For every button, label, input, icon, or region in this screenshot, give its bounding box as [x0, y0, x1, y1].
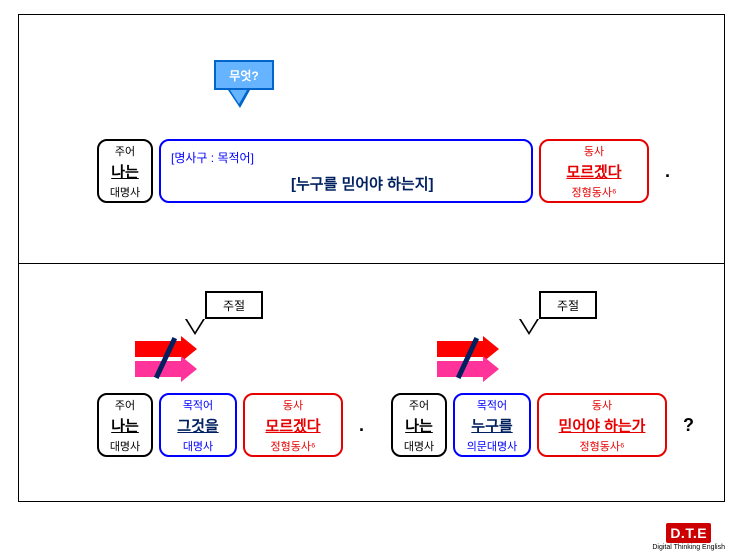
subject-role: 주어 — [403, 397, 435, 413]
verb-main: 모르겠다 — [551, 161, 637, 182]
subject-box: 주어 나는 대명사 — [391, 393, 447, 457]
bubble-clause-1-box: 주절 — [205, 291, 263, 319]
subject-box: 주어 나는 대명사 — [97, 393, 153, 457]
verb-role: 동사 — [549, 397, 655, 413]
verb-box: 동사 모르겠다 정형동사⁶ — [539, 139, 649, 203]
qmark: ? — [683, 415, 694, 436]
period-top: . — [665, 161, 670, 182]
object-box: 목적어 그것을 대명사 — [159, 393, 237, 457]
footer: D.T.E Digital Thinking English — [652, 523, 725, 551]
bubble-clause-2: 주절 — [539, 291, 597, 319]
verb-role: 동사 — [551, 143, 637, 159]
sentence-bottom-1: 주어 나는 대명사 목적어 그것을 대명사 동사 모르겠다 정형동사⁶ . — [97, 393, 364, 457]
frame: 무엇? 주어 나는 대명사 [명사구 : 목적어] [누구를 믿어야 하는지] — [18, 14, 725, 502]
verb-main: 모르겠다 — [255, 415, 331, 436]
verb-sub: 정형동사⁶ — [551, 184, 637, 200]
subject-role: 주어 — [109, 397, 141, 413]
verb-role: 동사 — [255, 397, 331, 413]
object-box: 목적어 누구를 의문대명사 — [453, 393, 531, 457]
subject-main: 나는 — [109, 415, 141, 436]
subject-role: 주어 — [109, 143, 141, 159]
object-main: 누구를 — [465, 415, 519, 436]
logo: D.T.E — [666, 523, 711, 543]
not-equal-icon-2 — [437, 341, 499, 381]
sentence-bottom-2: 주어 나는 대명사 목적어 누구를 의문대명사 동사 믿어야 하는가 정형동사⁶… — [391, 393, 694, 457]
period-1: . — [359, 415, 364, 436]
object-sub: 의문대명사 — [465, 438, 519, 454]
bubble-question: 무엇? — [214, 60, 274, 106]
object-main: 그것을 — [171, 415, 225, 436]
subject-main: 나는 — [109, 161, 141, 182]
object-role: 목적어 — [171, 397, 225, 413]
object-head: [명사구 : 목적어] — [171, 149, 254, 166]
logo-subtitle: Digital Thinking English — [652, 544, 725, 551]
object-sub: 대명사 — [171, 438, 225, 454]
subject-box: 주어 나는 대명사 — [97, 139, 153, 203]
object-role: 목적어 — [465, 397, 519, 413]
subject-sub: 대명사 — [403, 438, 435, 454]
not-equal-icon-1 — [135, 341, 197, 381]
bubble-clause-1-text: 주절 — [223, 297, 245, 314]
bubble-question-box: 무엇? — [214, 60, 274, 90]
page: 무엇? 주어 나는 대명사 [명사구 : 목적어] [누구를 믿어야 하는지] — [0, 0, 743, 557]
object-box: [명사구 : 목적어] [누구를 믿어야 하는지] — [159, 139, 533, 203]
sentence-top: 주어 나는 대명사 [명사구 : 목적어] [누구를 믿어야 하는지] 동사 모… — [97, 139, 670, 203]
verb-box: 동사 믿어야 하는가 정형동사⁶ — [537, 393, 667, 457]
subject-main: 나는 — [403, 415, 435, 436]
panel-bottom: 주절 주절 — [19, 263, 724, 503]
bubble-question-text: 무엇? — [229, 67, 258, 84]
verb-sub: 정형동사⁶ — [255, 438, 331, 454]
object-main: [누구를 믿어야 하는지] — [291, 173, 434, 194]
verb-box: 동사 모르겠다 정형동사⁶ — [243, 393, 343, 457]
subject-sub: 대명사 — [109, 184, 141, 200]
verb-main: 믿어야 하는가 — [549, 415, 655, 436]
verb-sub: 정형동사⁶ — [549, 438, 655, 454]
subject-sub: 대명사 — [109, 438, 141, 454]
panel-top: 무엇? 주어 나는 대명사 [명사구 : 목적어] [누구를 믿어야 하는지] — [19, 15, 724, 263]
bubble-clause-2-box: 주절 — [539, 291, 597, 319]
bubble-clause-1: 주절 — [205, 291, 263, 319]
bubble-clause-2-text: 주절 — [557, 297, 579, 314]
